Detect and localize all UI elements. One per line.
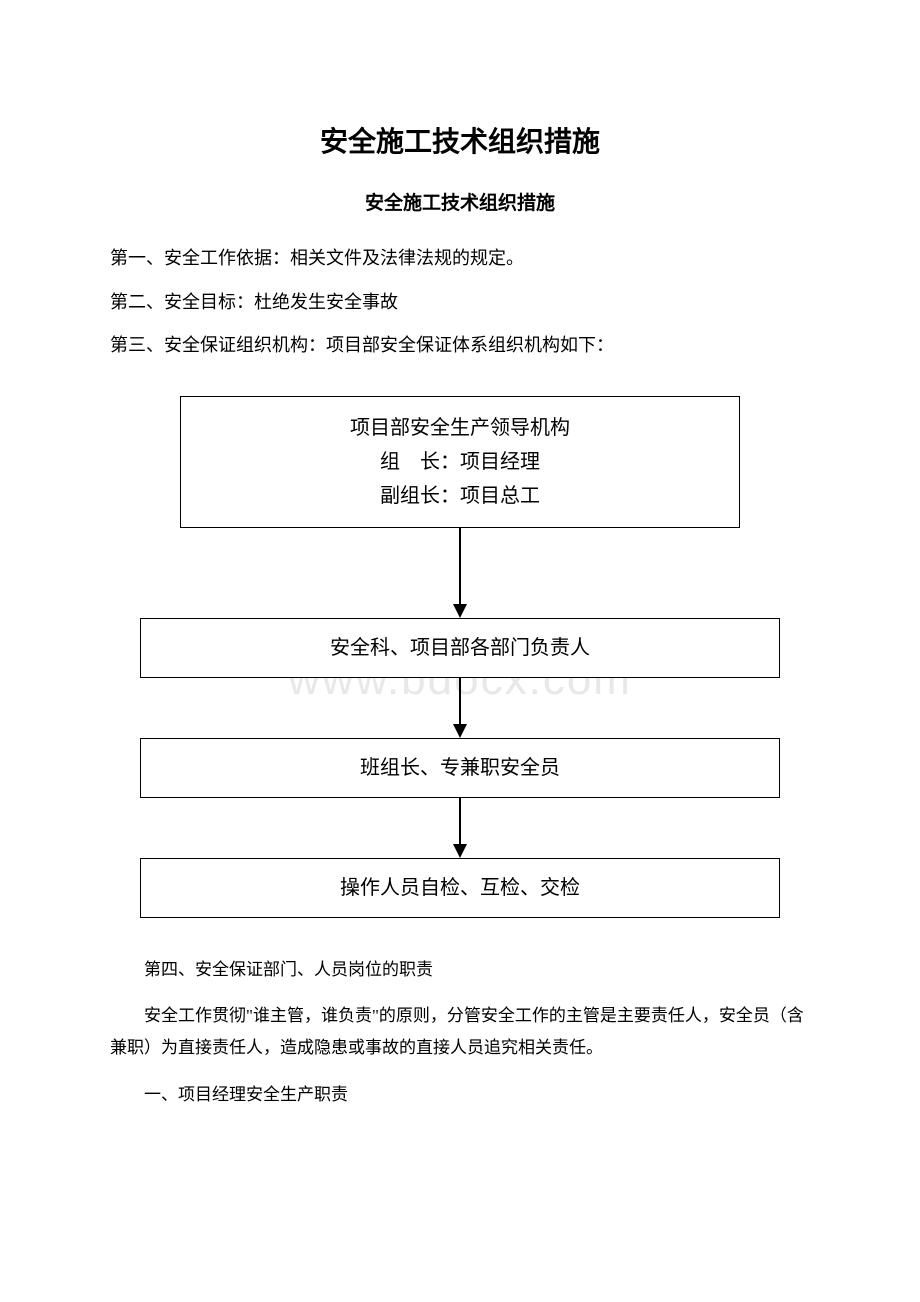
flow-node-1-line-3: 副组长：项目总工 (181, 479, 739, 513)
arrow-down-icon (453, 604, 467, 618)
paragraph-6: 一、项目经理安全生产职责 (110, 1079, 810, 1111)
main-title: 安全施工技术组织措施 (110, 120, 810, 160)
flow-node-2-line-1: 安全科、项目部各部门负责人 (141, 631, 779, 665)
flow-edge-2 (140, 678, 780, 738)
flow-node-1: 项目部安全生产领导机构 组 长：项目经理 副组长：项目总工 (180, 396, 740, 528)
arrow-down-icon (453, 724, 467, 738)
flow-edge-1 (140, 528, 780, 618)
flow-node-1-line-2: 组 长：项目经理 (181, 445, 739, 479)
flow-node-3-line-1: 班组长、专兼职安全员 (141, 751, 779, 785)
paragraph-3: 第三、安全保证组织机构：项目部安全保证体系组织机构如下： (110, 326, 810, 366)
flow-line-icon (459, 798, 461, 844)
arrow-down-icon (453, 844, 467, 858)
document-content: 安全施工技术组织措施 安全施工技术组织措施 第一、安全工作依据：相关文件及法律法… (110, 120, 810, 1111)
paragraph-5: 安全工作贯彻"谁主管，谁负责"的原则，分管安全工作的主管是主要责任人，安全员（含… (110, 1000, 810, 1065)
paragraph-4: 第四、安全保证部门、人员岗位的职责 (110, 954, 810, 986)
flow-node-1-line-1: 项目部安全生产领导机构 (181, 411, 739, 445)
paragraph-2: 第二、安全目标：杜绝发生安全事故 (110, 283, 810, 323)
flow-node-2: 安全科、项目部各部门负责人 (140, 618, 780, 678)
flow-node-4-line-1: 操作人员自检、互检、交检 (141, 871, 779, 905)
flow-line-icon (459, 528, 461, 604)
paragraph-1: 第一、安全工作依据：相关文件及法律法规的规定。 (110, 239, 810, 279)
flow-edge-3 (140, 798, 780, 858)
flow-node-4: 操作人员自检、互检、交检 (140, 858, 780, 918)
flow-node-3: 班组长、专兼职安全员 (140, 738, 780, 798)
after-chart-section: 第四、安全保证部门、人员岗位的职责 安全工作贯彻"谁主管，谁负责"的原则，分管安… (110, 954, 810, 1111)
sub-title: 安全施工技术组织措施 (110, 188, 810, 215)
flow-line-icon (459, 678, 461, 724)
org-flowchart: 项目部安全生产领导机构 组 长：项目经理 副组长：项目总工 安全科、项目部各部门… (140, 396, 780, 918)
